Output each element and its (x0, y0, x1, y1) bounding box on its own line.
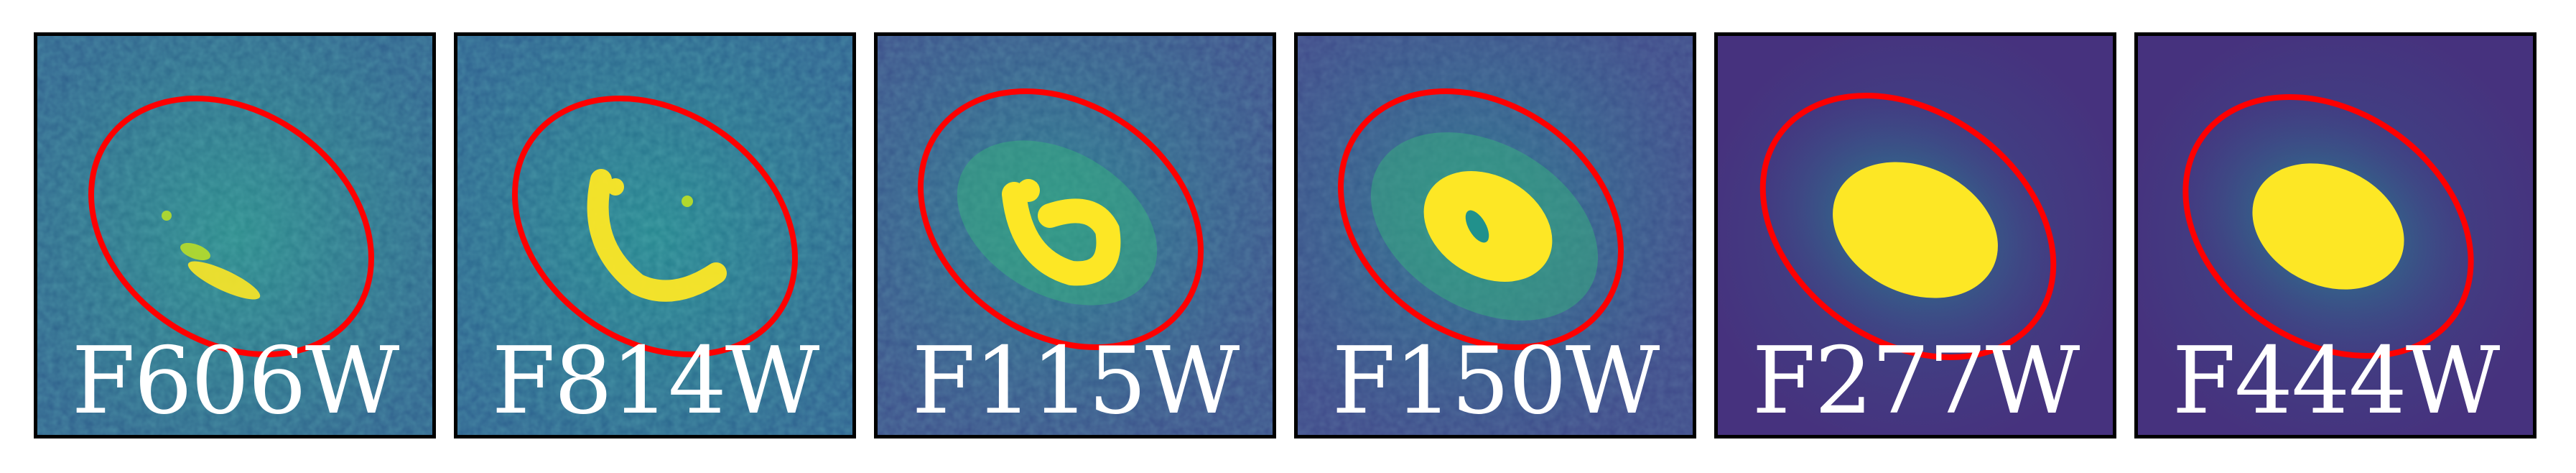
panel-f115w: F115W (874, 32, 1276, 438)
panel-image (878, 36, 1273, 435)
filter-label: F814W (491, 328, 820, 435)
filter-label: F115W (911, 328, 1240, 435)
aperture-ellipse (2182, 94, 2474, 359)
filter-label: F444W (2172, 328, 2501, 435)
panel-f277w: F277W (1714, 32, 2116, 438)
panel-f150w: F150W (1294, 32, 1696, 438)
panel-image (1718, 36, 2113, 435)
galaxy-source (957, 140, 1158, 306)
panel-image (1298, 36, 1693, 435)
panel-image (37, 36, 432, 435)
galaxy-source (2182, 98, 2475, 355)
panel-image (457, 36, 852, 435)
aperture-ellipse (88, 95, 374, 358)
galaxy-source (587, 169, 727, 302)
galaxy-source (162, 211, 261, 300)
panel-f814w: F814W (454, 32, 856, 438)
filter-label: F277W (1752, 328, 2080, 435)
panel-f606w: F606W (34, 32, 436, 438)
panel-f444w: F444W (2134, 32, 2537, 438)
galaxy-source (1370, 132, 1599, 321)
aperture-ellipse (512, 95, 798, 358)
aperture-ellipse (1338, 88, 1624, 351)
galaxy-source (1758, 94, 2058, 359)
aperture-ellipse (918, 88, 1204, 351)
filter-label: F150W (1331, 328, 1660, 435)
filter-label: F606W (71, 328, 400, 435)
panel-image (2138, 36, 2533, 435)
aperture-ellipse (1759, 93, 2057, 360)
